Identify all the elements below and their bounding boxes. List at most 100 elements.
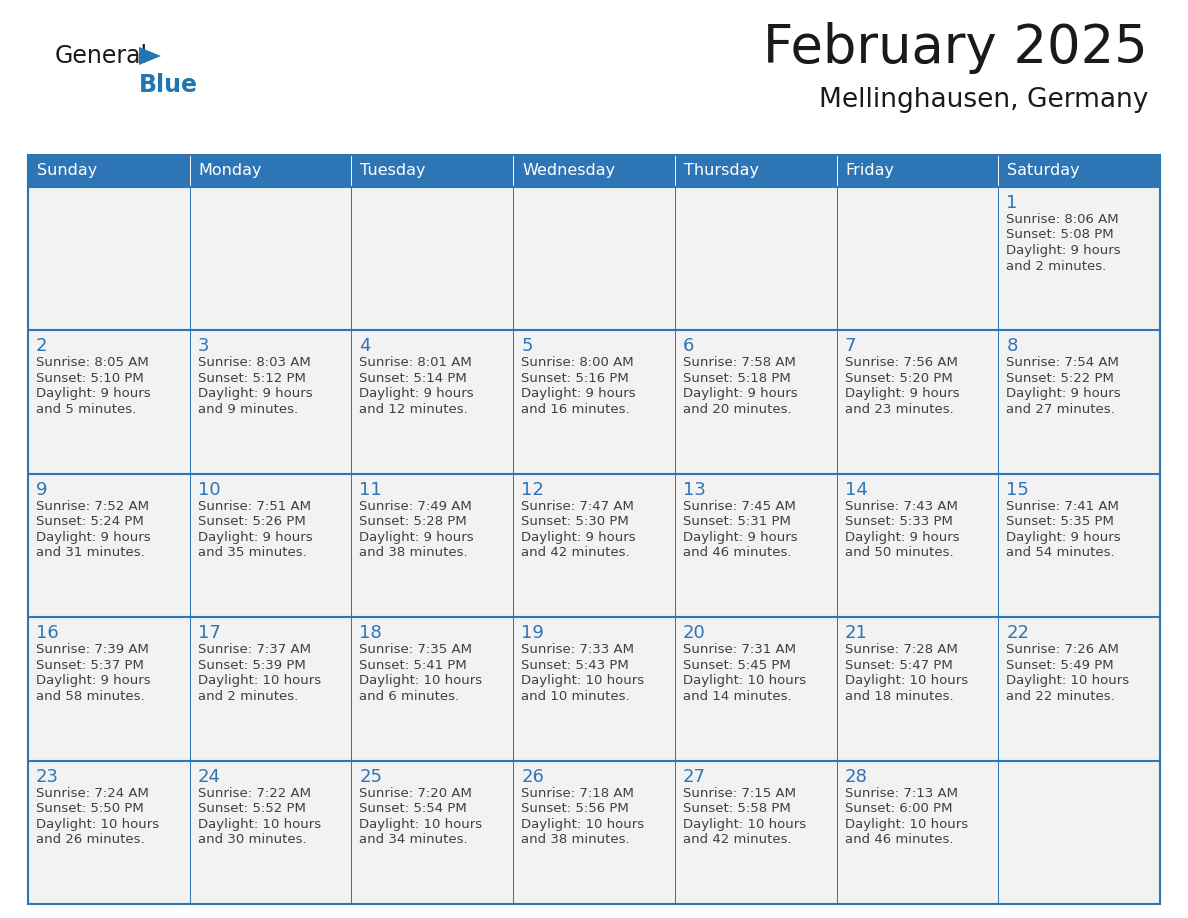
Text: Sunrise: 7:20 AM: Sunrise: 7:20 AM xyxy=(360,787,473,800)
Text: Sunrise: 7:45 AM: Sunrise: 7:45 AM xyxy=(683,499,796,513)
Text: Daylight: 10 hours: Daylight: 10 hours xyxy=(36,818,159,831)
Text: Daylight: 9 hours: Daylight: 9 hours xyxy=(1006,531,1121,543)
Bar xyxy=(836,617,998,761)
Text: Sunset: 5:58 PM: Sunset: 5:58 PM xyxy=(683,802,790,815)
Text: Daylight: 9 hours: Daylight: 9 hours xyxy=(36,674,151,688)
Text: Daylight: 9 hours: Daylight: 9 hours xyxy=(845,531,959,543)
Text: 20: 20 xyxy=(683,624,706,643)
Text: Daylight: 9 hours: Daylight: 9 hours xyxy=(683,531,797,543)
Text: Daylight: 9 hours: Daylight: 9 hours xyxy=(683,387,797,400)
Text: Sunrise: 7:15 AM: Sunrise: 7:15 AM xyxy=(683,787,796,800)
Text: Sunset: 5:18 PM: Sunset: 5:18 PM xyxy=(683,372,790,385)
Text: Daylight: 10 hours: Daylight: 10 hours xyxy=(683,818,805,831)
Bar xyxy=(513,474,675,617)
Bar xyxy=(29,155,190,187)
Bar xyxy=(513,761,675,904)
Text: and 22 minutes.: and 22 minutes. xyxy=(1006,689,1116,702)
Text: 25: 25 xyxy=(360,767,383,786)
Text: and 30 minutes.: and 30 minutes. xyxy=(197,834,307,846)
Text: Sunset: 5:41 PM: Sunset: 5:41 PM xyxy=(360,659,467,672)
Text: 4: 4 xyxy=(360,338,371,355)
Bar xyxy=(190,187,352,330)
Text: Sunrise: 7:52 AM: Sunrise: 7:52 AM xyxy=(36,499,148,513)
Text: Sunset: 5:22 PM: Sunset: 5:22 PM xyxy=(1006,372,1114,385)
Text: Tuesday: Tuesday xyxy=(360,163,426,178)
Text: Daylight: 10 hours: Daylight: 10 hours xyxy=(683,674,805,688)
Text: Sunset: 5:35 PM: Sunset: 5:35 PM xyxy=(1006,515,1114,528)
Text: Sunset: 5:54 PM: Sunset: 5:54 PM xyxy=(360,802,467,815)
Text: Sunset: 5:49 PM: Sunset: 5:49 PM xyxy=(1006,659,1114,672)
Text: and 38 minutes.: and 38 minutes. xyxy=(522,834,630,846)
Text: Friday: Friday xyxy=(846,163,895,178)
Text: and 14 minutes.: and 14 minutes. xyxy=(683,689,791,702)
Text: Sunday: Sunday xyxy=(37,163,97,178)
Text: Mellinghausen, Germany: Mellinghausen, Germany xyxy=(819,87,1148,113)
Text: Sunrise: 8:01 AM: Sunrise: 8:01 AM xyxy=(360,356,472,369)
Text: Daylight: 9 hours: Daylight: 9 hours xyxy=(36,531,151,543)
Text: 26: 26 xyxy=(522,767,544,786)
Text: Sunrise: 7:49 AM: Sunrise: 7:49 AM xyxy=(360,499,472,513)
Text: Daylight: 9 hours: Daylight: 9 hours xyxy=(522,387,636,400)
Text: and 2 minutes.: and 2 minutes. xyxy=(1006,260,1106,273)
Text: Daylight: 10 hours: Daylight: 10 hours xyxy=(522,674,644,688)
Bar xyxy=(190,330,352,474)
Bar xyxy=(29,761,190,904)
Text: Sunrise: 8:00 AM: Sunrise: 8:00 AM xyxy=(522,356,633,369)
Text: and 16 minutes.: and 16 minutes. xyxy=(522,403,630,416)
Text: Sunset: 5:24 PM: Sunset: 5:24 PM xyxy=(36,515,144,528)
Text: and 34 minutes.: and 34 minutes. xyxy=(360,834,468,846)
Text: 5: 5 xyxy=(522,338,532,355)
Text: Wednesday: Wednesday xyxy=(523,163,615,178)
Text: Sunset: 5:33 PM: Sunset: 5:33 PM xyxy=(845,515,953,528)
Text: 11: 11 xyxy=(360,481,383,498)
Text: and 46 minutes.: and 46 minutes. xyxy=(683,546,791,559)
Text: Sunrise: 7:56 AM: Sunrise: 7:56 AM xyxy=(845,356,958,369)
Text: Sunset: 5:08 PM: Sunset: 5:08 PM xyxy=(1006,229,1114,241)
Text: 23: 23 xyxy=(36,767,59,786)
Bar xyxy=(836,330,998,474)
Text: 9: 9 xyxy=(36,481,48,498)
Text: Daylight: 10 hours: Daylight: 10 hours xyxy=(522,818,644,831)
Text: and 12 minutes.: and 12 minutes. xyxy=(360,403,468,416)
Text: Sunrise: 7:26 AM: Sunrise: 7:26 AM xyxy=(1006,644,1119,656)
Bar xyxy=(836,761,998,904)
Text: 15: 15 xyxy=(1006,481,1029,498)
Text: Sunrise: 7:37 AM: Sunrise: 7:37 AM xyxy=(197,644,311,656)
Bar xyxy=(190,761,352,904)
Text: and 18 minutes.: and 18 minutes. xyxy=(845,689,953,702)
Text: Blue: Blue xyxy=(139,73,198,97)
Bar xyxy=(29,330,190,474)
Bar xyxy=(675,474,836,617)
Bar xyxy=(998,330,1159,474)
Text: 19: 19 xyxy=(522,624,544,643)
Text: 7: 7 xyxy=(845,338,857,355)
Text: Daylight: 10 hours: Daylight: 10 hours xyxy=(845,674,968,688)
Text: General: General xyxy=(55,44,148,68)
Bar xyxy=(190,617,352,761)
Text: and 26 minutes.: and 26 minutes. xyxy=(36,834,145,846)
Text: Sunset: 5:12 PM: Sunset: 5:12 PM xyxy=(197,372,305,385)
Text: 27: 27 xyxy=(683,767,706,786)
Bar xyxy=(675,330,836,474)
Text: Daylight: 9 hours: Daylight: 9 hours xyxy=(360,531,474,543)
Text: 21: 21 xyxy=(845,624,867,643)
Bar xyxy=(29,474,190,617)
Bar xyxy=(190,155,352,187)
Bar xyxy=(836,155,998,187)
Text: Sunrise: 7:13 AM: Sunrise: 7:13 AM xyxy=(845,787,958,800)
Text: 24: 24 xyxy=(197,767,221,786)
Bar xyxy=(352,187,513,330)
Text: Sunset: 5:39 PM: Sunset: 5:39 PM xyxy=(197,659,305,672)
Text: Sunset: 5:43 PM: Sunset: 5:43 PM xyxy=(522,659,628,672)
Text: and 2 minutes.: and 2 minutes. xyxy=(197,689,298,702)
Bar xyxy=(998,761,1159,904)
Text: Sunrise: 7:24 AM: Sunrise: 7:24 AM xyxy=(36,787,148,800)
Text: and 10 minutes.: and 10 minutes. xyxy=(522,689,630,702)
Text: and 5 minutes.: and 5 minutes. xyxy=(36,403,137,416)
Text: Sunset: 5:26 PM: Sunset: 5:26 PM xyxy=(197,515,305,528)
Text: Daylight: 9 hours: Daylight: 9 hours xyxy=(360,387,474,400)
Bar xyxy=(998,187,1159,330)
Text: Sunrise: 8:03 AM: Sunrise: 8:03 AM xyxy=(197,356,310,369)
Text: 16: 16 xyxy=(36,624,58,643)
Bar xyxy=(352,761,513,904)
